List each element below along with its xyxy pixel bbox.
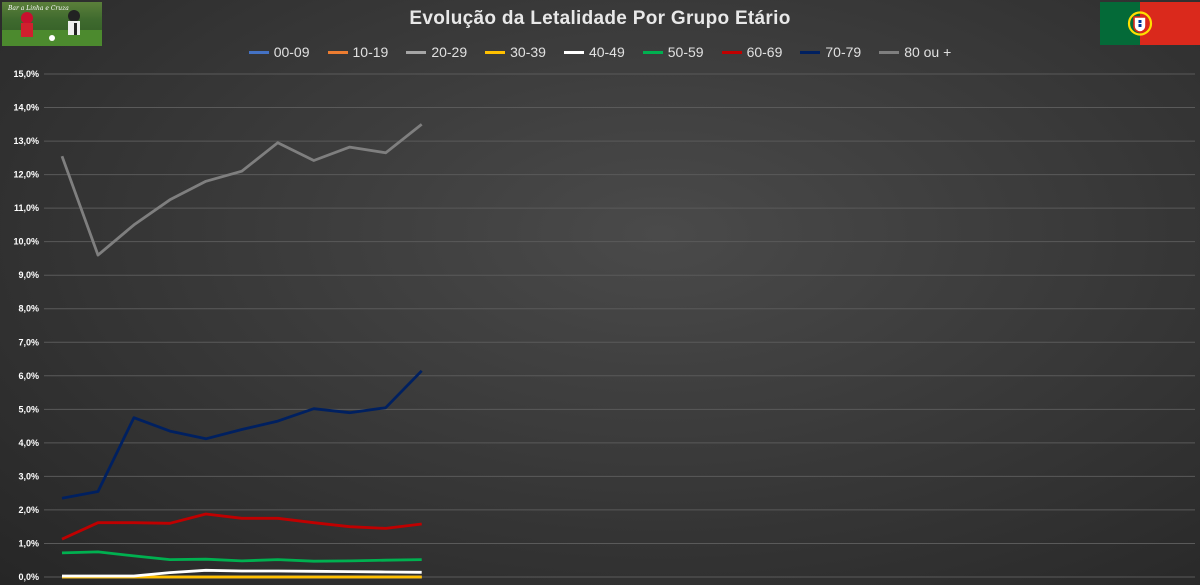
legend-item: 60-69 (721, 44, 783, 60)
legend-item: 40-49 (563, 44, 625, 60)
y-tick-label: 7,0% (18, 337, 39, 347)
y-tick-label: 12,0% (13, 170, 39, 180)
legend-item: 80 ou + (879, 44, 951, 60)
y-tick-label: 5,0% (18, 404, 39, 414)
legend-swatch (879, 50, 900, 54)
legend-label: 20-29 (431, 44, 468, 60)
y-tick-label: 14,0% (13, 103, 39, 113)
series-line-60-69 (61, 512, 422, 541)
series-line-70-79 (61, 369, 423, 500)
logo: Bar a Linha e Cruza (2, 2, 102, 46)
series-line-50-59 (61, 550, 422, 563)
legend-swatch (721, 50, 742, 54)
legend-label: 10-19 (352, 44, 389, 60)
legend-label: 40-49 (588, 44, 625, 60)
legend-item: 50-59 (642, 44, 704, 60)
y-tick-label: 11,0% (14, 203, 39, 213)
legend-item: 00-09 (248, 44, 310, 60)
series-line-40-49 (62, 568, 422, 578)
portugal-flag-icon (1100, 2, 1200, 45)
legend-item: 10-19 (327, 44, 389, 60)
legend-swatch (563, 50, 584, 54)
logo-players-image (2, 10, 102, 46)
legend-item: 70-79 (800, 44, 861, 60)
legend-swatch (248, 50, 269, 54)
legend-label: 60-69 (746, 44, 783, 60)
y-tick-label: 15,0% (13, 69, 39, 79)
y-tick-label: 3,0% (18, 471, 39, 481)
gridlines (44, 73, 1195, 578)
legend-label: 80 ou + (904, 44, 952, 60)
y-tick-label: 6,0% (18, 371, 39, 381)
legend-swatch (406, 50, 427, 54)
chart-title: Evolução da Letalidade Por Grupo Etário (409, 8, 791, 29)
logo-text: Bar a Linha e Cruza (8, 5, 69, 12)
legend-label: 50-59 (667, 44, 704, 60)
legend-swatch (800, 50, 821, 54)
y-tick-label: 2,0% (18, 505, 39, 515)
legend-label: 30-39 (510, 44, 546, 60)
y-tick-label: 1,0% (18, 538, 39, 548)
legend-swatch (485, 50, 506, 54)
y-tick-label: 13,0% (13, 136, 39, 146)
y-tick-label: 0,0% (18, 572, 39, 582)
legend-swatch (327, 50, 348, 54)
y-tick-label: 9,0% (18, 270, 39, 280)
y-tick-label: 4,0% (18, 438, 39, 448)
y-tick-label: 8,0% (18, 304, 39, 314)
series-line-80-ou- (60, 123, 423, 257)
chart-legend: 00-09 10-19 20-29 30-39 40-49 50-59 60-69 70-79… (0, 44, 1200, 60)
legend-swatch (642, 50, 663, 54)
legend-item: 20-29 (406, 44, 467, 60)
legend-label: 70-79 (825, 44, 862, 60)
y-tick-label: 10,0% (13, 237, 39, 247)
legend-label: 00-09 (273, 44, 310, 60)
y-axis-ticks: 0,0% 1,0% 2,0% 3,0% 4,0% 5,0% 6,0% 7,0% 8,0% 9,0%… (13, 69, 39, 582)
legend-item: 30-39 (485, 44, 546, 60)
series-lines (60, 123, 423, 579)
